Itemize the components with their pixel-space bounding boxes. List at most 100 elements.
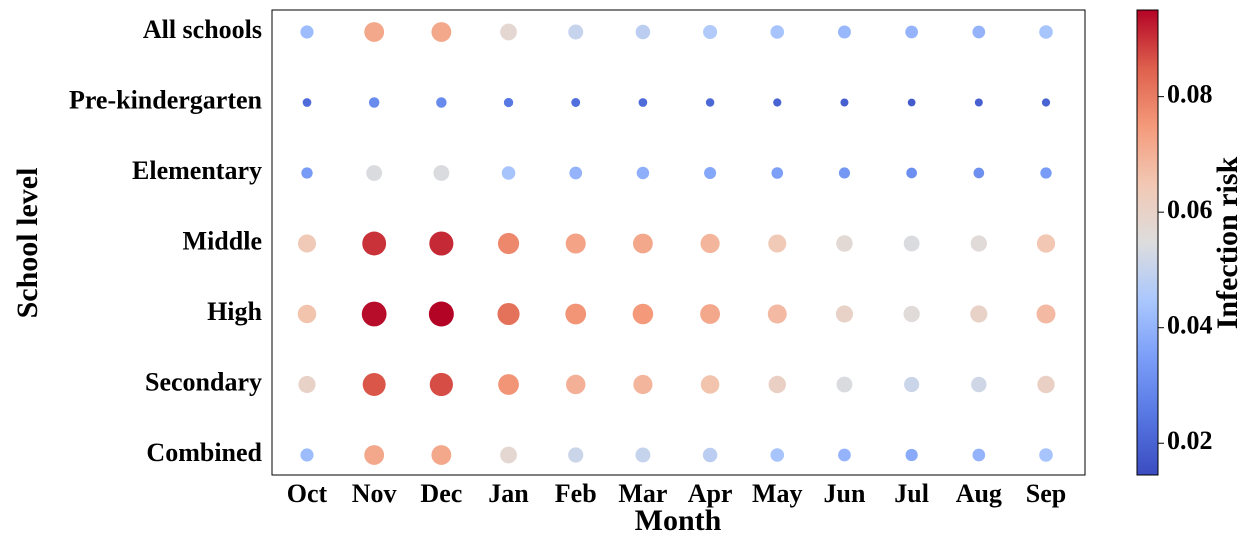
bubble bbox=[705, 98, 715, 107]
bubble bbox=[366, 165, 383, 181]
bubble bbox=[431, 22, 452, 42]
colorbar-tick-label: 0.02 bbox=[1167, 426, 1213, 455]
bubble bbox=[703, 24, 718, 40]
x-tick-label: Aug bbox=[956, 479, 1002, 508]
bubble bbox=[297, 304, 317, 324]
bubble bbox=[974, 98, 983, 107]
bubble bbox=[429, 231, 454, 256]
bubble bbox=[836, 376, 853, 393]
bubble bbox=[970, 305, 988, 323]
x-tick-label: Mar bbox=[618, 479, 667, 508]
bubble bbox=[1039, 448, 1053, 462]
bubble bbox=[632, 303, 654, 325]
bubble bbox=[300, 25, 314, 39]
bubble bbox=[501, 166, 516, 180]
bubble bbox=[364, 22, 385, 42]
x-tick-label: Jan bbox=[488, 479, 529, 508]
bubble bbox=[364, 445, 385, 465]
colorbar-label: Infection risk bbox=[1211, 156, 1244, 329]
x-tick-label: Apr bbox=[688, 479, 733, 508]
bubble bbox=[903, 305, 920, 323]
bubble bbox=[700, 375, 720, 394]
bubble bbox=[503, 97, 514, 108]
y-tick-label: All schools bbox=[143, 15, 262, 44]
bubble bbox=[1041, 98, 1051, 107]
bubble bbox=[429, 372, 453, 397]
bubble bbox=[973, 167, 985, 179]
bubble bbox=[302, 98, 312, 107]
x-tick-label: Oct bbox=[287, 479, 328, 508]
x-tick-label: Feb bbox=[555, 479, 597, 508]
bubble bbox=[298, 375, 316, 394]
bubble bbox=[1036, 234, 1056, 253]
bubble bbox=[907, 98, 916, 107]
bubble bbox=[972, 25, 986, 39]
bubble bbox=[431, 445, 452, 465]
bubble bbox=[428, 301, 454, 327]
bubble bbox=[433, 165, 450, 181]
bubble bbox=[770, 448, 785, 462]
bubble bbox=[1037, 375, 1055, 394]
bubble bbox=[702, 447, 718, 463]
bubble bbox=[838, 167, 851, 179]
bubble bbox=[565, 233, 586, 254]
bubble bbox=[905, 25, 918, 39]
bubble bbox=[297, 234, 317, 253]
bubble bbox=[565, 303, 587, 325]
bubble bbox=[1039, 25, 1053, 39]
bubble bbox=[903, 235, 920, 252]
bubble bbox=[768, 375, 786, 394]
y-tick-label: Combined bbox=[146, 438, 262, 467]
bubble bbox=[635, 24, 651, 40]
bubble bbox=[301, 167, 313, 179]
bubble bbox=[500, 446, 517, 464]
bubble bbox=[905, 448, 918, 462]
bubble bbox=[1036, 304, 1056, 324]
bubble bbox=[835, 305, 854, 323]
bubble bbox=[770, 25, 785, 39]
colorbar-tick-label: 0.08 bbox=[1167, 80, 1213, 109]
bubble bbox=[767, 304, 787, 324]
x-tick-label: Dec bbox=[420, 479, 462, 508]
bubble bbox=[700, 304, 721, 324]
bubble bbox=[636, 166, 650, 180]
x-tick-label: Jun bbox=[823, 479, 865, 508]
bubble bbox=[838, 448, 851, 462]
bubble bbox=[837, 25, 851, 39]
y-axis-label: School level bbox=[11, 168, 44, 319]
bubble bbox=[904, 376, 920, 393]
bubble bbox=[368, 97, 380, 108]
bubble bbox=[768, 234, 787, 253]
bubble bbox=[638, 98, 648, 107]
bubble bbox=[497, 302, 520, 326]
colorbar-tick-label: 0.06 bbox=[1167, 195, 1213, 224]
bubble bbox=[906, 167, 917, 179]
x-tick-label: Jul bbox=[894, 479, 929, 508]
bubble bbox=[700, 233, 720, 254]
bubble bbox=[498, 374, 519, 395]
bubble bbox=[568, 24, 584, 40]
x-tick-label: Nov bbox=[352, 479, 397, 508]
bubble bbox=[632, 233, 653, 254]
bubble bbox=[771, 167, 784, 179]
y-tick-label: Secondary bbox=[145, 367, 262, 396]
bubble bbox=[704, 166, 717, 180]
bubble bbox=[970, 235, 987, 252]
x-tick-label: Sep bbox=[1026, 479, 1066, 508]
bubble bbox=[571, 98, 581, 107]
bubble bbox=[568, 447, 584, 463]
bubble bbox=[566, 374, 586, 395]
bubble bbox=[773, 98, 782, 107]
bubble bbox=[1040, 167, 1052, 179]
x-axis-label: Month bbox=[635, 504, 722, 537]
bubble bbox=[972, 448, 986, 462]
bubble bbox=[569, 166, 583, 180]
bubble bbox=[436, 97, 447, 108]
colorbar-tick-label: 0.04 bbox=[1167, 311, 1213, 340]
bubble bbox=[500, 23, 517, 41]
y-tick-label: High bbox=[207, 297, 262, 326]
bubble bbox=[362, 373, 386, 396]
bubble bbox=[635, 447, 651, 463]
bubble bbox=[840, 98, 849, 107]
